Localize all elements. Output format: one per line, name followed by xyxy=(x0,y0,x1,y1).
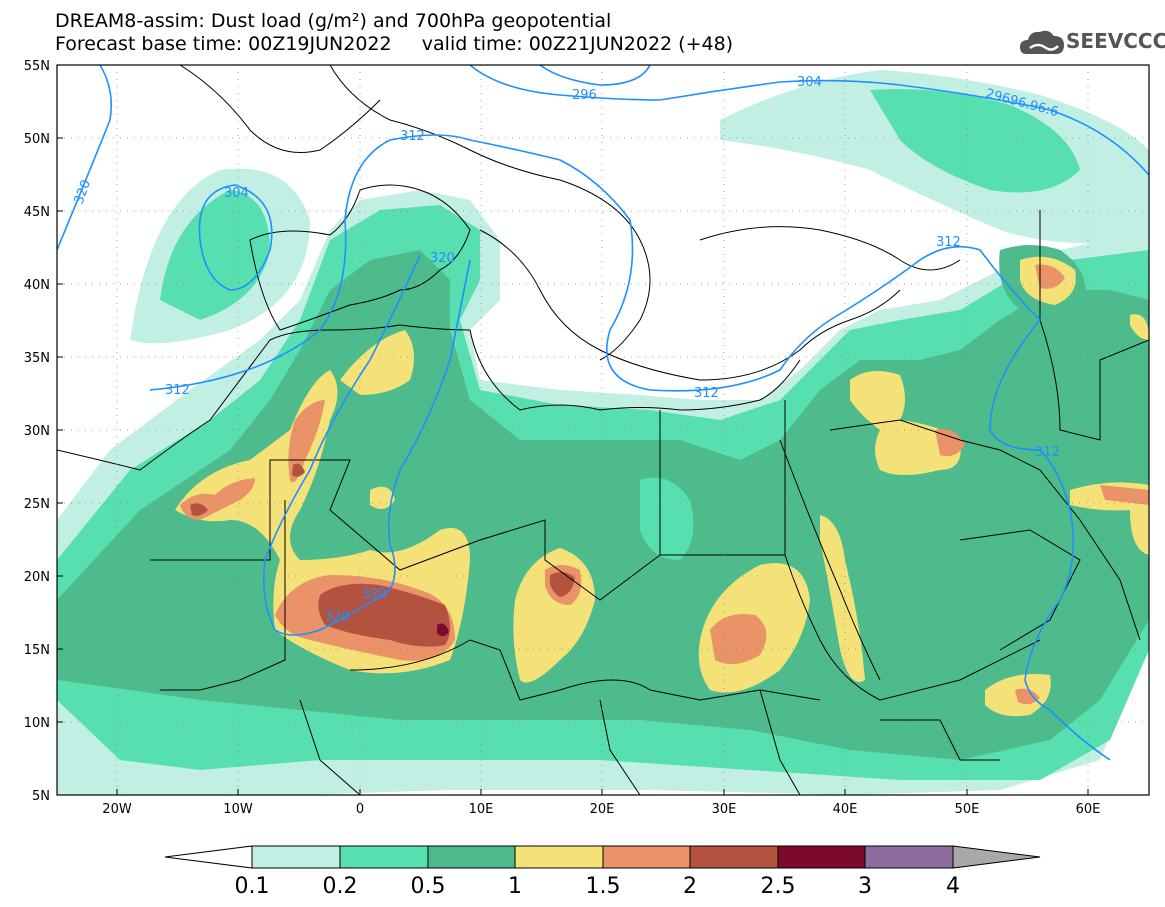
contour-label: 320 xyxy=(325,610,350,625)
lon-label: 10W xyxy=(223,802,253,817)
contour-label: 312 xyxy=(400,129,425,144)
lon-label: 10E xyxy=(469,802,494,817)
lon-label: 30E xyxy=(712,802,737,817)
lat-label: 15N xyxy=(24,643,50,658)
lat-label: 35N xyxy=(24,351,50,366)
colorbar-tick-label: 0.1 xyxy=(235,874,270,899)
contour-label: 320 xyxy=(362,587,387,602)
lat-label: 20N xyxy=(24,570,50,585)
colorbar-swatch xyxy=(514,845,604,869)
latitude-labels: 55N 50N 45N 40N 35N 30N 25N 20N 15N 10N … xyxy=(24,59,50,804)
contour-label: 304 xyxy=(797,75,822,90)
lat-label: 30N xyxy=(24,424,50,439)
colorbar-over-arrow xyxy=(952,845,1041,869)
contour-label: 296 xyxy=(572,88,597,103)
cloud-icon xyxy=(1020,30,1064,54)
colorbar-labels: 0.1 0.2 0.5 1 1.5 2 2.5 3 4 xyxy=(235,874,961,899)
lon-label: 60E xyxy=(1076,802,1101,817)
colorbar-tick-label: 0.5 xyxy=(411,874,446,899)
contour-label: 312 xyxy=(936,235,961,250)
lon-label: 40E xyxy=(833,802,858,817)
colorbar xyxy=(164,845,1041,869)
seevccc-logo-text: SEEVCCC xyxy=(1066,29,1165,53)
lon-label: 0 xyxy=(356,802,364,817)
axis-ticks xyxy=(57,64,1089,795)
colorbar-swatch xyxy=(777,845,866,869)
colorbar-tick-label: 1.5 xyxy=(586,874,621,899)
contour-label: 312 xyxy=(165,383,190,398)
lon-label: 20E xyxy=(590,802,615,817)
colorbar-tick-label: 3 xyxy=(858,874,872,899)
lat-label: 10N xyxy=(24,716,50,731)
colorbar-swatch xyxy=(427,845,516,869)
lat-label: 50N xyxy=(24,132,50,147)
lat-label: 45N xyxy=(24,205,50,220)
lat-label: 40N xyxy=(24,278,50,293)
longitude-labels: 20W 10W 0 10E 20E 30E 40E 50E 60E xyxy=(102,802,1100,817)
geopotential-contours xyxy=(57,65,1149,761)
colorbar-swatch xyxy=(689,845,779,869)
lat-label: 25N xyxy=(24,497,50,512)
lat-label: 55N xyxy=(24,59,50,74)
colorbar-swatch xyxy=(251,845,341,869)
contour-label: 320 xyxy=(430,251,455,266)
contour-label: 312 xyxy=(1035,445,1060,460)
country-borders xyxy=(57,65,1149,795)
gridlines xyxy=(57,65,1149,795)
colorbar-tick-label: 1 xyxy=(508,874,522,899)
colorbar-under-arrow xyxy=(164,845,253,869)
colorbar-tick-label: 2.5 xyxy=(761,874,796,899)
contour-label: 320 xyxy=(72,178,95,206)
lon-label: 20W xyxy=(102,802,132,817)
colorbar-swatch xyxy=(339,845,429,869)
contour-label: 312 xyxy=(694,386,719,401)
lon-label: 50E xyxy=(955,802,980,817)
map-title: DREAM8-assim: Dust load (g/m²) and 700hP… xyxy=(55,10,612,32)
colorbar-tick-label: 2 xyxy=(683,874,697,899)
dust-fill-layer xyxy=(57,70,1149,795)
contour-label: 304 xyxy=(224,186,249,201)
colorbar-swatch xyxy=(864,845,954,869)
lat-label: 5N xyxy=(32,789,50,804)
colorbar-swatch xyxy=(602,845,691,869)
colorbar-tick-label: 4 xyxy=(946,874,960,899)
map-subtitle: Forecast base time: 00Z19JUN2022 valid t… xyxy=(55,33,734,55)
colorbar-tick-label: 0.2 xyxy=(323,874,358,899)
